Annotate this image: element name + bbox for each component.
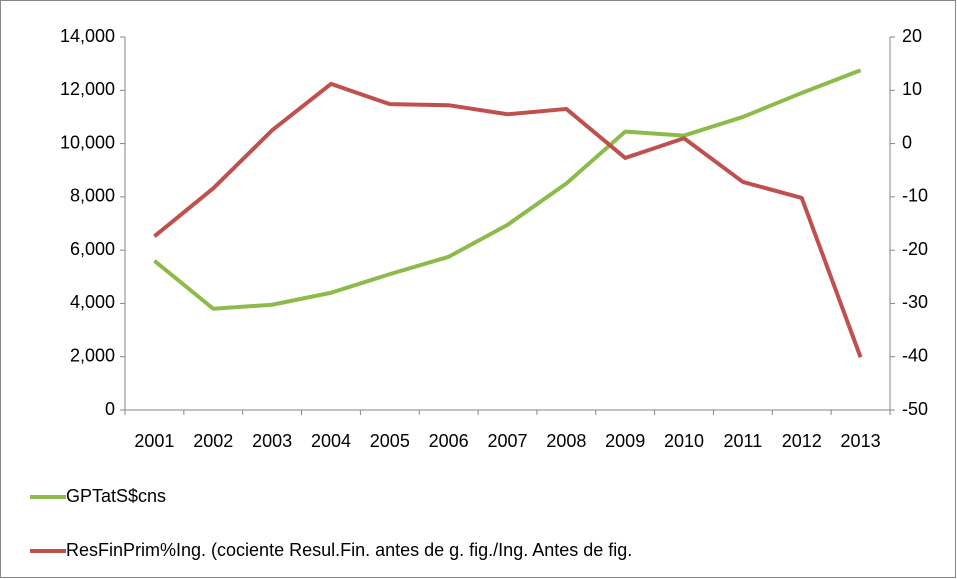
y2-tick-label: -30 <box>902 292 928 312</box>
series-line <box>153 81 863 358</box>
x-tick-label: 2003 <box>252 431 292 451</box>
x-tick-label: 2007 <box>487 431 527 451</box>
y2-tick-label: -10 <box>902 186 928 206</box>
legend-label: ResFinPrim%Ing. (cociente Resul.Fin. ant… <box>66 540 632 560</box>
y-tick-label: 12,000 <box>60 79 115 99</box>
x-tick-label: 2006 <box>429 431 469 451</box>
y-tick-label: 2,000 <box>70 345 115 365</box>
x-tick-label: 2011 <box>724 431 763 451</box>
y2-tick-label: 20 <box>902 26 922 46</box>
y2-tick-label: 10 <box>902 79 922 99</box>
y-tick-label: 0 <box>105 399 115 419</box>
x-tick-label: 2012 <box>782 431 822 451</box>
x-tick-label: 2009 <box>605 431 645 451</box>
x-tick-label: 2010 <box>664 431 704 451</box>
y2-tick-label: -20 <box>902 239 928 259</box>
x-tick-label: 2005 <box>370 431 410 451</box>
legend-label: GPTatS$cns <box>66 486 166 506</box>
x-tick-label: 2008 <box>546 431 586 451</box>
x-tick-label: 2002 <box>193 431 233 451</box>
y2-tick-label: -40 <box>902 345 928 365</box>
y-tick-label: 8,000 <box>70 186 115 206</box>
x-tick-label: 2001 <box>134 431 174 451</box>
y-tick-label: 4,000 <box>70 292 115 312</box>
series-line <box>153 68 862 311</box>
y-tick-label: 6,000 <box>70 239 115 259</box>
y2-tick-label: 0 <box>902 132 912 152</box>
y-tick-label: 14,000 <box>60 26 115 46</box>
y2-tick-label: -50 <box>902 399 928 419</box>
x-tick-label: 2004 <box>311 431 351 451</box>
x-tick-label: 2013 <box>841 431 881 451</box>
y-tick-label: 10,000 <box>60 132 115 152</box>
